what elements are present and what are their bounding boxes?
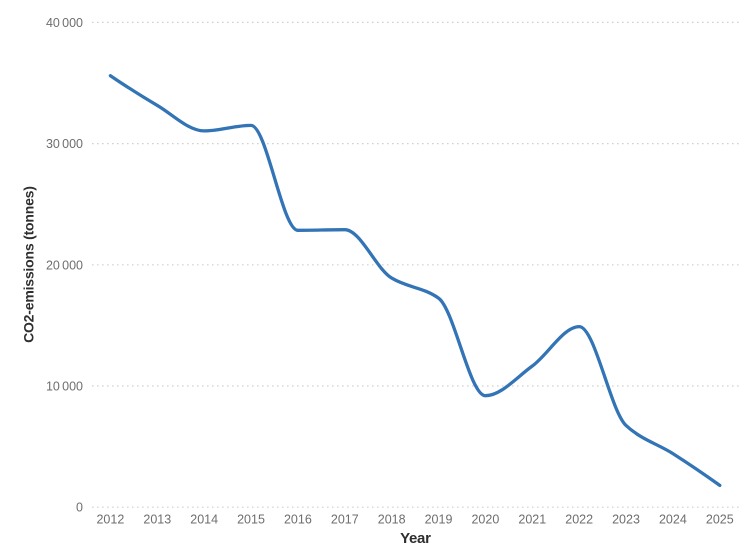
- svg-text:2023: 2023: [612, 512, 640, 526]
- svg-text:40 000: 40 000: [46, 16, 83, 30]
- svg-text:2020: 2020: [471, 512, 499, 526]
- svg-text:2018: 2018: [378, 512, 406, 526]
- svg-text:20 000: 20 000: [46, 258, 83, 272]
- svg-text:2022: 2022: [565, 512, 593, 526]
- svg-text:2024: 2024: [659, 512, 687, 526]
- svg-text:2021: 2021: [518, 512, 546, 526]
- svg-text:10 000: 10 000: [46, 380, 83, 394]
- svg-text:2017: 2017: [331, 512, 359, 526]
- svg-text:2012: 2012: [96, 512, 124, 526]
- svg-text:2014: 2014: [190, 512, 218, 526]
- svg-text:2019: 2019: [425, 512, 453, 526]
- svg-text:0: 0: [76, 501, 83, 515]
- svg-text:2013: 2013: [143, 512, 171, 526]
- svg-text:2016: 2016: [284, 512, 312, 526]
- svg-text:30 000: 30 000: [46, 137, 83, 151]
- svg-text:2025: 2025: [706, 512, 734, 526]
- svg-text:2015: 2015: [237, 512, 265, 526]
- svg-text:Year: Year: [400, 530, 431, 547]
- svg-text:CO2-emissions (tonnes): CO2-emissions (tonnes): [21, 186, 37, 343]
